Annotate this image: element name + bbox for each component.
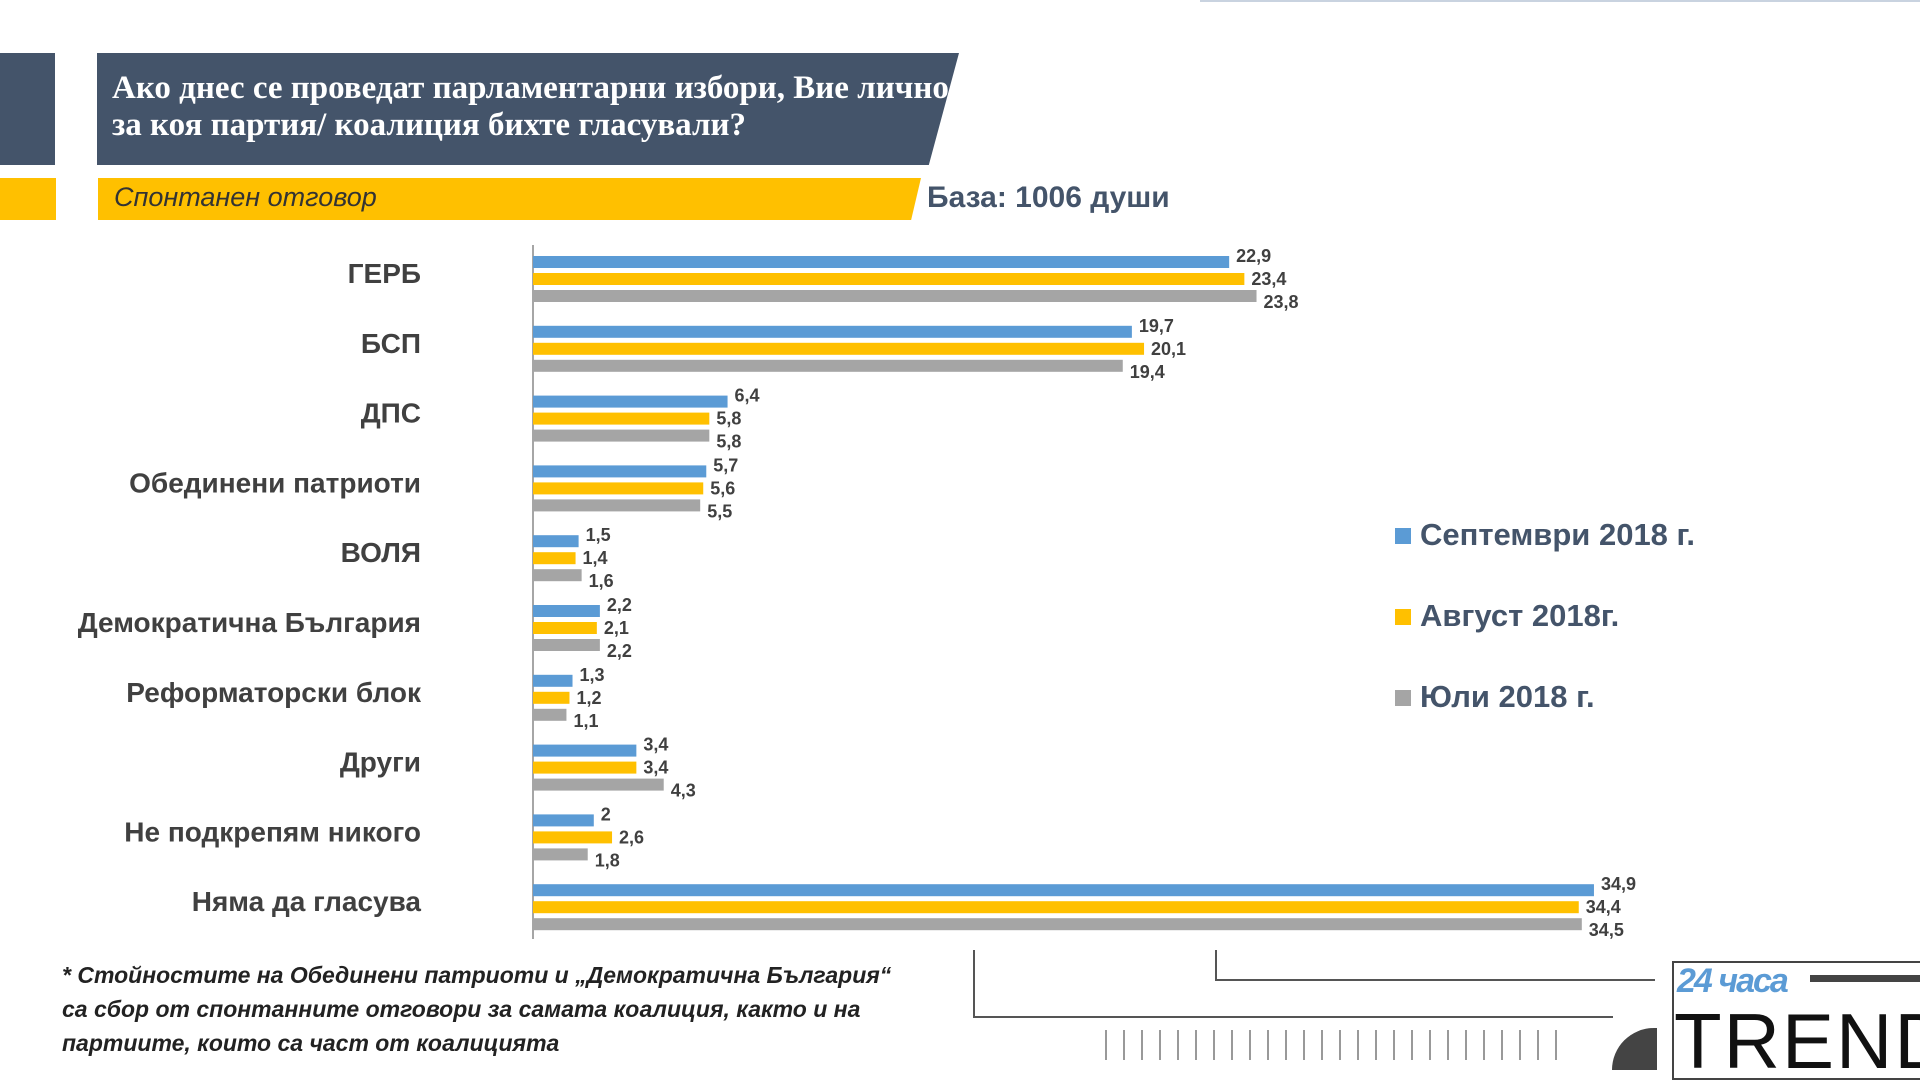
bar-1 [533,412,710,425]
data-label: 1,8 [595,850,620,870]
bar-2 [533,848,588,861]
data-label: 22,9 [1236,246,1271,266]
bar-0 [533,674,573,687]
decorative-block-dark [0,53,55,165]
decorative-block-yellow [0,178,56,220]
bar-1 [533,901,1579,914]
data-label: 19,4 [1130,362,1165,382]
bar-0 [533,395,728,408]
logo-bar [1810,975,1920,982]
data-label: 1,2 [576,688,601,708]
bar-2 [533,778,664,791]
data-label: 1,5 [586,525,611,545]
legend-label: Юли 2018 г. [1420,679,1595,714]
bar-0 [533,325,1132,338]
legend-swatch [1395,528,1411,544]
title-banner [97,53,959,165]
logo-trend: TREND [1674,997,1920,1085]
bar-2 [533,708,567,721]
subtitle: Спонтанен отговор [114,182,377,212]
category-label: Други [340,747,421,778]
bar-1 [533,761,637,774]
data-label: 23,8 [1264,292,1299,312]
bar-2 [533,569,582,582]
data-label: 5,6 [710,478,735,498]
category-label: БСП [361,328,421,359]
category-label: Няма да гласува [192,886,422,917]
data-label: 5,5 [707,501,732,521]
data-label: 34,5 [1589,920,1624,940]
category-label: Обединени патриоти [129,467,421,498]
data-label: 5,8 [716,409,741,429]
data-label: 1,6 [589,571,614,591]
bar-2 [533,499,701,512]
decorative-line [1215,950,1217,980]
bar-2 [533,359,1123,372]
decorative-line [973,950,975,1018]
category-label: Не подкрепям никого [124,816,421,847]
data-label: 20,1 [1151,339,1186,359]
category-label: ГЕРБ [348,258,421,289]
data-label: 6,4 [735,386,760,406]
page-title: Ако днес се проведат парламентарни избор… [112,70,949,143]
decorative-ticks [1105,1030,1560,1060]
legend-swatch [1395,690,1411,706]
bar-1 [533,831,613,844]
data-label: 2,2 [607,641,632,661]
bar-1 [533,552,576,565]
decorative-line [973,1016,1613,1018]
bar-0 [533,744,637,757]
bar-2 [533,290,1257,302]
category-label: Реформаторски блок [126,677,422,708]
data-label: 23,4 [1251,269,1286,289]
bar-1 [533,273,1245,285]
footnote: * Стойностите на Обединени патриоти и „Д… [62,962,892,1056]
data-label: 19,7 [1139,316,1174,336]
bar-1 [533,691,570,704]
bar-0 [533,884,1594,897]
legend-label: Август 2018г. [1420,598,1619,633]
data-label: 2 [601,804,611,824]
data-label: 1,1 [573,711,598,731]
bar-0 [533,605,600,617]
logo-24-chasa: 24 часа [1677,962,1789,1000]
bar-2 [533,639,600,651]
bar-2 [533,429,710,442]
data-label: 34,9 [1601,874,1636,894]
data-label: 34,4 [1586,897,1621,917]
data-label: 1,4 [583,548,608,568]
decorative-line [1215,979,1655,981]
bar-1 [533,342,1145,355]
bar-1 [533,622,597,634]
data-label: 2,6 [619,827,644,847]
data-label: 2,1 [604,618,629,638]
bar-0 [533,814,594,827]
legend-swatch [1395,609,1411,625]
category-label: ДПС [361,398,421,429]
data-label: 4,3 [671,781,696,801]
category-label: ВОЛЯ [341,537,421,568]
bar-0 [533,256,1230,268]
category-label: Демократична България [78,607,421,638]
subtitle-banner [98,178,921,220]
sample-base: База: 1006 души [927,181,1170,214]
legend-label: Септември 2018 г. [1420,517,1695,552]
data-label: 3,4 [643,735,668,755]
bar-1 [533,482,704,495]
bar-0 [533,535,579,548]
data-label: 1,3 [580,665,605,685]
data-label: 2,2 [607,595,632,615]
bar-0 [533,465,707,478]
top-decorative-line [1200,0,1920,2]
bar-2 [533,918,1582,931]
data-label: 5,8 [716,432,741,452]
data-label: 5,7 [713,455,738,475]
data-label: 3,4 [643,758,668,778]
